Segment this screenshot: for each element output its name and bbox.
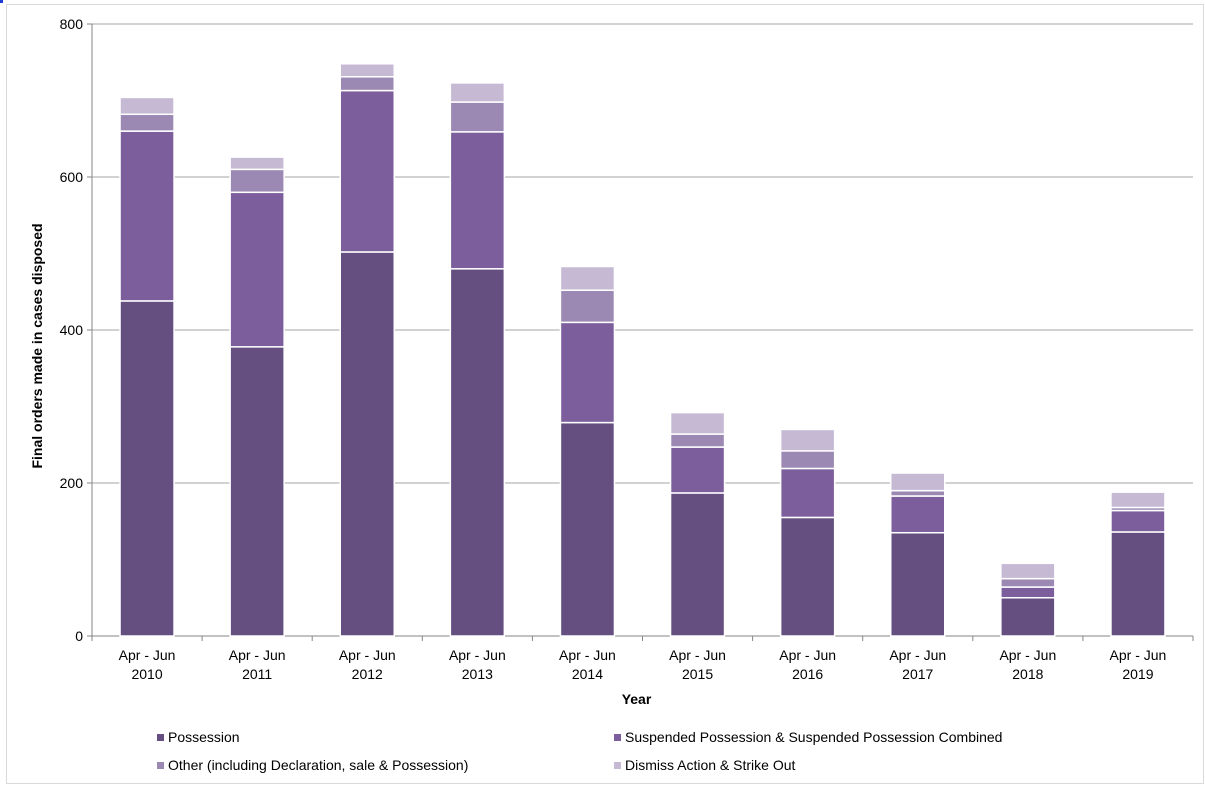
bar-segment — [119, 300, 175, 637]
x-tick-label: Apr - Jun — [1110, 647, 1167, 663]
bar-segment — [1110, 531, 1166, 637]
bar-segment — [449, 82, 506, 103]
x-tick-label: Apr - Jun — [889, 647, 946, 663]
corner-marker — [0, 0, 3, 3]
x-axis-title: Year — [622, 691, 652, 707]
y-axis-title: Final orders made in cases disposed — [29, 223, 45, 468]
x-tick-label: 2019 — [1122, 666, 1153, 682]
bar-segment — [229, 346, 285, 637]
legend-label: Suspended Possession & Suspended Possess… — [625, 729, 1002, 745]
x-tick-label: 2012 — [352, 666, 383, 682]
bar-segment — [119, 130, 175, 302]
y-tick-label: 0 — [75, 628, 83, 644]
bar-segment — [339, 76, 395, 92]
x-tick-label: Apr - Jun — [779, 647, 836, 663]
x-tick-label: Apr - Jun — [559, 647, 616, 663]
legend-swatch — [614, 762, 621, 769]
bar-segment — [339, 63, 395, 78]
bar-segment — [1000, 597, 1056, 637]
x-tick-label: Apr - Jun — [229, 647, 286, 663]
x-tick-label: Apr - Jun — [339, 647, 396, 663]
x-tick-label: 2013 — [462, 666, 493, 682]
x-tick-label: 2016 — [792, 666, 823, 682]
x-tick-label: Apr - Jun — [999, 647, 1056, 663]
bar-segment — [890, 489, 946, 497]
legend-swatch — [157, 734, 164, 741]
bar-segment — [779, 467, 836, 519]
bar-segment — [339, 251, 395, 637]
x-tick-label: Apr - Jun — [449, 647, 506, 663]
bar-segment — [559, 289, 616, 324]
bar-segment — [559, 265, 616, 291]
y-tick-label: 600 — [60, 169, 84, 185]
bar-segment — [890, 531, 946, 637]
bar-segment — [1000, 577, 1056, 588]
x-tick-label: 2014 — [572, 666, 603, 682]
bar-segment — [1110, 491, 1166, 509]
legend-label: Other (including Declaration, sale & Pos… — [168, 757, 468, 773]
legend-swatch — [614, 734, 621, 741]
bar-segment — [669, 446, 726, 494]
y-tick-label: 800 — [60, 16, 84, 32]
y-tick-label: 200 — [60, 475, 84, 491]
x-tick-label: 2011 — [242, 666, 272, 682]
legend-label: Dismiss Action & Strike Out — [625, 757, 795, 773]
bar-segment — [559, 321, 616, 424]
bar-segment — [1000, 562, 1056, 580]
bar-segment — [449, 131, 506, 270]
y-tick-label: 400 — [60, 322, 84, 338]
x-tick-label: 2015 — [682, 666, 713, 682]
bar-segment — [890, 472, 946, 492]
bar-segment — [669, 492, 726, 637]
bar-segment — [229, 168, 285, 194]
bar-segment — [890, 495, 946, 534]
legend-label: Possession — [168, 729, 240, 745]
x-tick-label: 2018 — [1012, 666, 1043, 682]
x-tick-label: 2010 — [131, 666, 162, 682]
bar-segment — [229, 156, 285, 171]
bar-segment — [229, 191, 285, 348]
x-tick-label: Apr - Jun — [669, 647, 726, 663]
bar-segment — [449, 101, 506, 133]
bar-segment — [339, 89, 395, 253]
bar-segment — [119, 113, 175, 132]
bar-segment — [449, 268, 506, 637]
x-tick-label: Apr - Jun — [119, 647, 176, 663]
legend-swatch — [157, 762, 164, 769]
chart-border — [6, 4, 1204, 784]
bar-segment — [669, 433, 726, 448]
bar-segment — [779, 516, 836, 637]
bar-segment — [1110, 509, 1166, 533]
bar-segment — [1000, 586, 1056, 599]
bar-segment — [669, 411, 726, 435]
bar-segment — [559, 421, 616, 637]
bar-segment — [779, 450, 836, 470]
x-tick-label: 2017 — [902, 666, 933, 682]
bar-segment — [779, 428, 836, 452]
bar-segment — [119, 96, 175, 116]
